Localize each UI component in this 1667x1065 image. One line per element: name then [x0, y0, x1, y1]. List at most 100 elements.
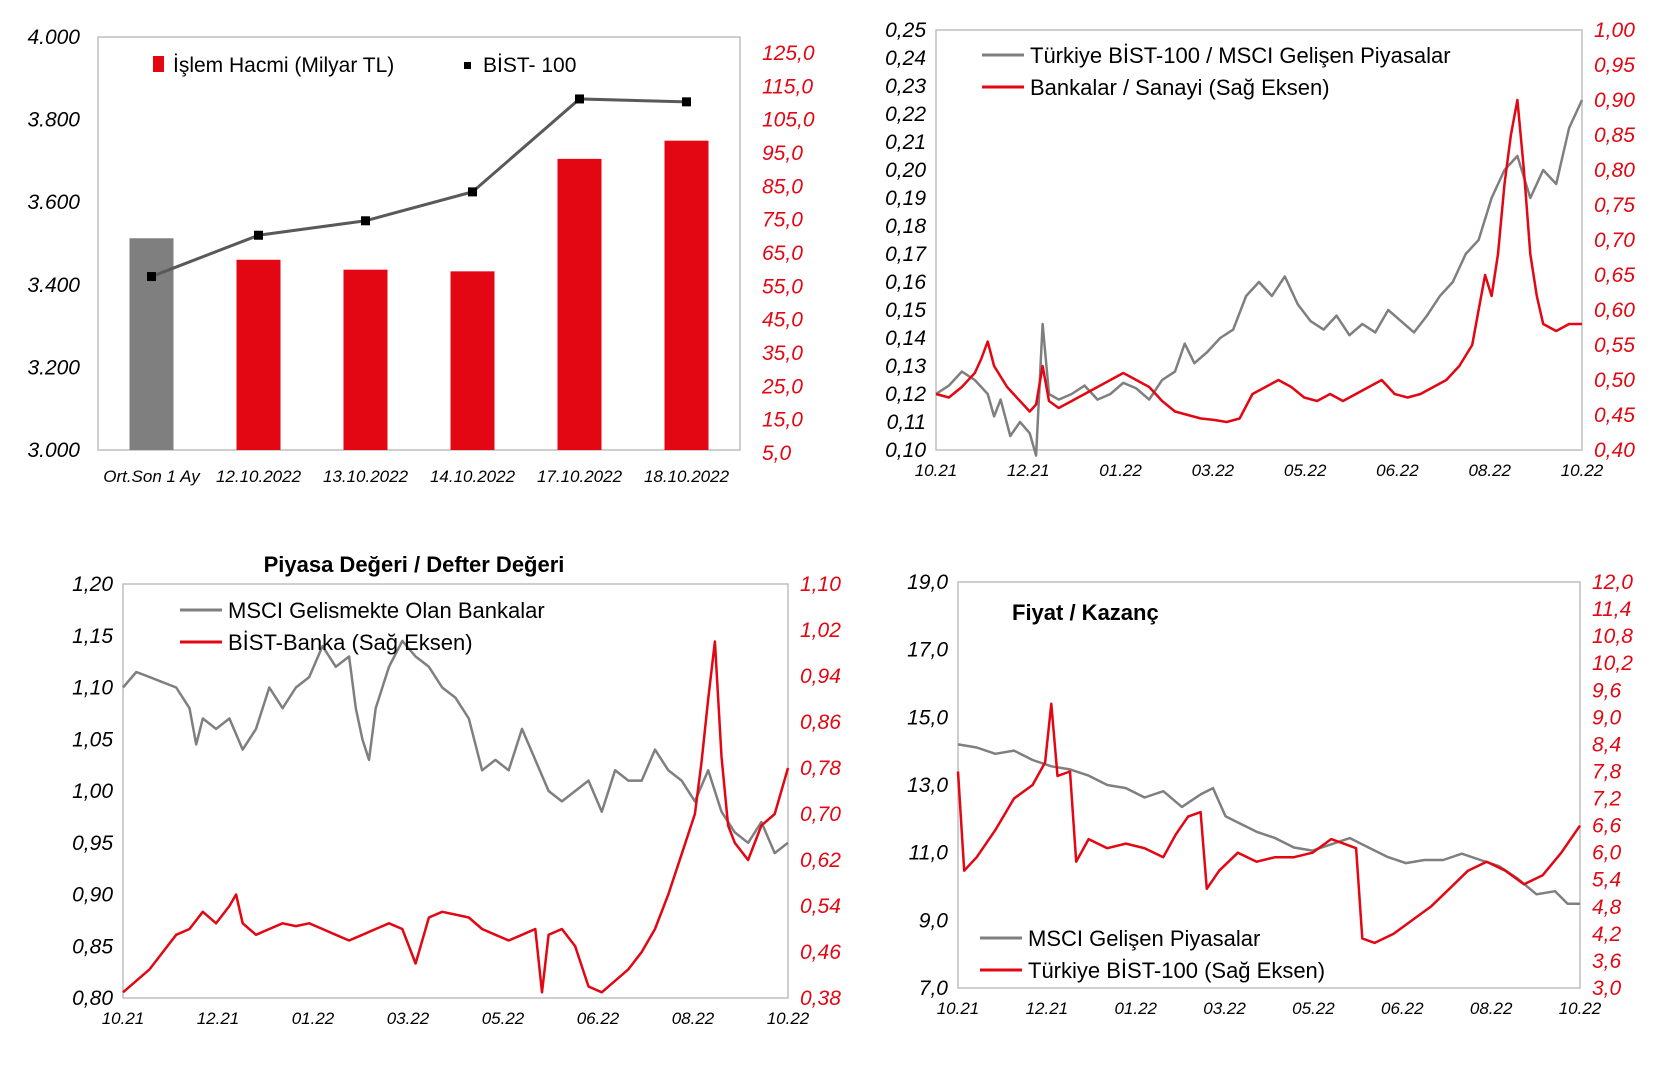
right-axis-tick-label: 12,0: [1592, 571, 1633, 594]
left-axis-tick-label: 0,16: [885, 271, 926, 294]
right-axis-tick-label: 0,50: [1594, 369, 1635, 392]
right-axis-tick-label: 5,0: [762, 442, 792, 465]
legend-label-red: Türkiye BİST-100 (Sağ Eksen): [1028, 958, 1325, 983]
left-axis-tick-label: 0,13: [885, 355, 926, 378]
left-axis-tick-label: 11,0: [909, 842, 949, 865]
right-axis-tick-label: 0,94: [800, 665, 841, 688]
left-axis-tick-label: 0,11: [887, 411, 926, 434]
category-label: 17.10.2022: [537, 467, 623, 486]
pb-x-tick-label: 01.22: [292, 1009, 335, 1028]
pe-x-tick-label: 01.22: [1114, 999, 1157, 1018]
relative-x-tick-label: 10.22: [1561, 461, 1604, 480]
legend-label-gray: MSCI Gelişen Piyasalar: [1028, 926, 1260, 951]
right-axis-tick-label: 0,38: [800, 987, 841, 1010]
right-axis-tick-label: 0,70: [1594, 229, 1635, 252]
pb-chart: 1,20 1,15 1,10 1,05 1,00 0,95 0,90 0,85 0,80 1,10…: [72, 552, 841, 1028]
gray-series-line: [957, 743, 1580, 905]
bist100-marker: [682, 97, 691, 107]
legend-swatch-bist: [464, 62, 471, 69]
right-axis-tick-label: 6,6: [1592, 815, 1622, 838]
left-axis-tick-label: 0,15: [885, 299, 926, 322]
legend-label-red: Bankalar / Sanayi (Sağ Eksen): [1030, 75, 1330, 100]
right-axis-tick-label: 6,0: [1592, 842, 1622, 865]
right-axis-tick-label: 9,0: [1592, 706, 1622, 729]
left-axis-tick-label: 0,85: [72, 935, 113, 958]
relative-x-tick-label: 05.22: [1284, 461, 1327, 480]
pb-x-tick-label: 12.21: [197, 1009, 240, 1028]
legend-label-bist: BİST- 100: [483, 54, 576, 77]
right-axis-tick-label: 0,40: [1594, 439, 1635, 462]
pe-x-tick-label: 12.21: [1026, 999, 1069, 1018]
legend-label-gray: MSCI Gelismekte Olan Bankalar: [228, 598, 545, 623]
pe-x-tick-label: 06.22: [1381, 999, 1424, 1018]
right-axis-tick-label: 0,65: [1594, 264, 1635, 287]
category-label: 14.10.2022: [430, 467, 516, 486]
plot-area: [935, 29, 1583, 451]
left-axis-tick-label: 0,19: [885, 187, 926, 210]
left-axis-tick-label: 0,23: [885, 75, 926, 98]
category-label: 12.10.2022: [216, 467, 302, 486]
left-axis-tick-label: 3.000: [27, 439, 80, 462]
right-axis-tick-label: 0,86: [800, 711, 841, 734]
right-axis-tick-label: 0,54: [800, 895, 841, 918]
volume-bar: [343, 269, 388, 450]
relative-x-tick-label: 01.22: [1099, 461, 1142, 480]
volume-bar: [450, 271, 495, 450]
left-axis-tick-label: 1,20: [72, 573, 113, 596]
bist100-marker: [468, 187, 477, 197]
volume-bar: [236, 259, 281, 450]
right-axis-tick-label: 1,10: [800, 573, 841, 596]
right-axis-tick-label: 5,4: [1592, 869, 1621, 892]
right-axis-tick-label: 35,0: [762, 342, 803, 365]
right-axis-tick-label: 4,2: [1592, 923, 1622, 946]
red-series-line: [956, 702, 1582, 945]
category-label: 18.10.2022: [644, 467, 730, 486]
right-axis-tick-label: 1,00: [1594, 19, 1635, 42]
left-axis-tick-label: 0,14: [885, 327, 926, 350]
right-axis-tick-label: 11,4: [1592, 598, 1631, 621]
bist100-marker: [361, 216, 370, 226]
right-axis-tick-label: 10,2: [1592, 652, 1633, 675]
relative-x-tick-label: 08.22: [1468, 461, 1511, 480]
red-series-line: [122, 640, 790, 994]
volume-bar: [557, 158, 602, 450]
right-axis-tick-label: 0,60: [1594, 299, 1635, 322]
left-axis-tick-label: 1,15: [72, 625, 113, 648]
left-axis-tick-label: 1,00: [72, 780, 113, 803]
pe-x-tick-label: 08.22: [1470, 999, 1513, 1018]
relative-x-tick-label: 06.22: [1376, 461, 1419, 480]
bist100-marker: [254, 230, 263, 240]
right-axis-tick-label: 15,0: [762, 409, 803, 432]
left-axis-tick-label: 15,0: [907, 706, 948, 729]
right-axis-tick-label: 0,80: [1594, 159, 1635, 182]
pb-x-tick-label: 10.21: [102, 1009, 145, 1028]
right-axis-tick-label: 3,0: [1592, 977, 1622, 1000]
bist100-line: [150, 97, 687, 278]
right-axis-tick-label: 125,0: [762, 42, 815, 65]
left-axis-tick-label: 0,80: [72, 987, 113, 1010]
left-axis-tick-label: 0,17: [885, 243, 927, 266]
right-axis-tick-label: 3,6: [1592, 950, 1622, 973]
right-axis-tick-label: 0,95: [1594, 54, 1635, 77]
right-axis-tick-label: 0,62: [800, 849, 841, 872]
left-axis-tick-label: 13,0: [907, 774, 948, 797]
pb-x-tick-label: 06.22: [577, 1009, 620, 1028]
pb-x-tick-label: 10.22: [767, 1009, 810, 1028]
right-axis-tick-label: 65,0: [762, 242, 803, 265]
pe-x-tick-label: 03.22: [1203, 999, 1246, 1018]
left-axis-tick-label: 3.200: [27, 356, 80, 379]
right-axis-tick-label: 0,75: [1594, 194, 1635, 217]
gray-series-line: [122, 639, 789, 855]
category-label: Ort.Son 1 Ay: [103, 467, 201, 486]
right-axis-tick-label: 95,0: [762, 142, 803, 165]
right-axis-tick-label: 0,90: [1594, 89, 1635, 112]
right-axis-tick-label: 0,70: [800, 803, 841, 826]
right-axis-tick-label: 85,0: [762, 175, 803, 198]
right-axis-tick-label: 0,55: [1594, 334, 1635, 357]
left-axis-tick-label: 0,12: [885, 383, 926, 406]
relative-chart: 0,25 0,24 0,23 0,22 0,21 0,20 0,19 0,18 0,17 0,16…: [885, 19, 1635, 480]
left-axis-tick-label: 3.600: [27, 191, 80, 214]
left-axis-tick-label: 1,05: [72, 728, 113, 751]
chart-title: Fiyat / Kazanç: [1012, 600, 1159, 625]
